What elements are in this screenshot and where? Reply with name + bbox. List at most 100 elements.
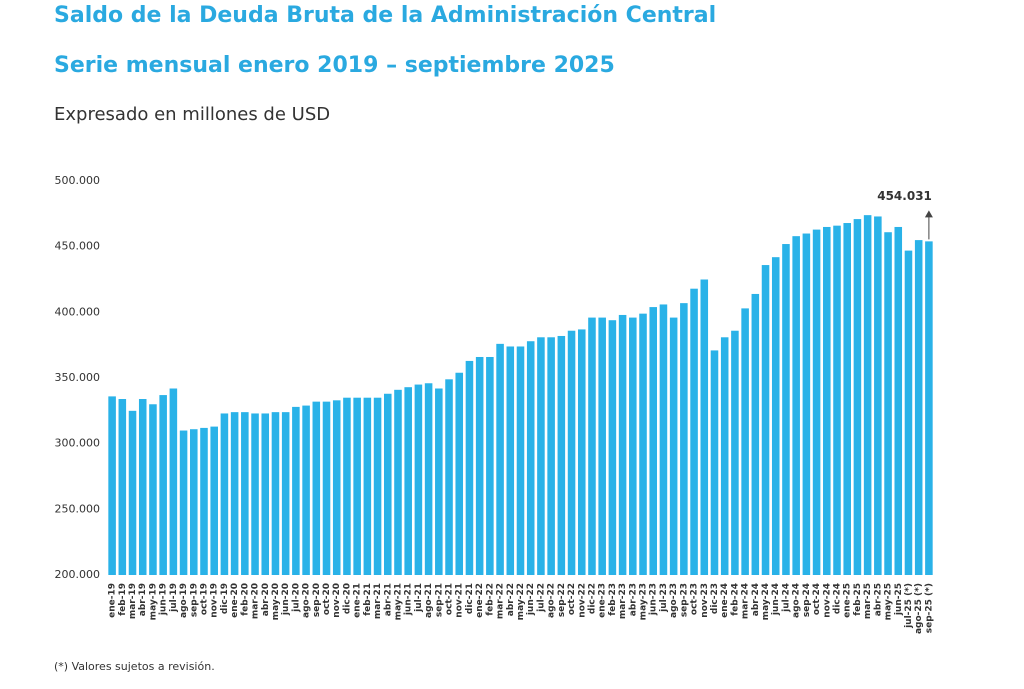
- x-tick-label: mar-19: [128, 583, 138, 619]
- x-tick-label: mar-23: [618, 583, 628, 619]
- x-tick-label: jun-21: [404, 583, 414, 616]
- bar: [853, 219, 862, 575]
- bar: [874, 216, 882, 575]
- x-tick-label: may-23: [639, 583, 649, 620]
- chart-title: Saldo de la Deuda Bruta de la Administra…: [54, 3, 716, 28]
- x-tick-label: jul-19: [169, 583, 179, 613]
- x-tick-label: jul-20: [291, 583, 301, 613]
- bar: [455, 372, 464, 575]
- bar: [302, 405, 310, 575]
- bar: [618, 314, 627, 575]
- x-tick-label: sep-22: [557, 583, 567, 617]
- x-tick-label: ene-19: [108, 583, 118, 618]
- x-tick-label: jun-24: [771, 583, 781, 616]
- x-tick-label: dic-22: [587, 583, 597, 614]
- bar: [475, 356, 484, 575]
- bar: [149, 404, 157, 575]
- x-tick-label: nov-24: [822, 583, 832, 618]
- x-tick-label: jun-25: [894, 583, 904, 616]
- x-tick-label: nov-20: [332, 583, 342, 618]
- arrow-head: [924, 210, 933, 218]
- y-tick-label: 450.000: [55, 240, 101, 253]
- bar: [731, 330, 739, 575]
- x-tick-label: dic-24: [833, 583, 843, 614]
- x-tick-label: ago-22: [547, 583, 557, 618]
- bar: [506, 346, 515, 575]
- x-tick-label: ene-25: [843, 583, 853, 618]
- bar: [424, 383, 433, 575]
- x-tick-label: nov-22: [577, 583, 587, 618]
- bar: [884, 232, 892, 575]
- bar: [782, 244, 790, 576]
- bar: [496, 343, 504, 575]
- chart-subtitle: Serie mensual enero 2019 – septiembre 20…: [54, 53, 615, 78]
- bar: [771, 257, 780, 575]
- bar: [332, 400, 341, 575]
- x-tick-label: jul-23: [659, 583, 669, 613]
- bar: [373, 397, 382, 575]
- bar: [516, 346, 525, 575]
- x-tick-label: ago-21: [424, 583, 434, 618]
- bar: [669, 317, 678, 575]
- bar: [261, 413, 270, 575]
- y-tick-label: 200.000: [55, 568, 101, 581]
- x-tick-label: mar-22: [496, 583, 506, 619]
- x-tick-label: oct-23: [690, 583, 700, 615]
- bar: [761, 265, 770, 575]
- bar: [557, 335, 566, 575]
- unit-label: Expresado en millones de USD: [54, 104, 330, 125]
- y-tick-label: 350.000: [55, 371, 101, 384]
- bar: [230, 412, 239, 575]
- x-tick-label: dic-20: [342, 583, 352, 614]
- x-tick-label: abr-23: [628, 583, 638, 616]
- bar: [914, 240, 923, 575]
- bar: [343, 397, 351, 575]
- bar: [118, 399, 127, 575]
- bar: [925, 241, 933, 575]
- x-tick-label: feb-20: [240, 583, 250, 616]
- bar: [220, 413, 229, 575]
- x-tick-label: feb-19: [118, 583, 128, 616]
- bar: [404, 387, 412, 575]
- y-tick-label: 500.000: [55, 174, 101, 187]
- bar: [445, 379, 453, 575]
- bar: [322, 401, 331, 575]
- bar: [690, 288, 698, 575]
- x-tick-label: abr-19: [138, 583, 148, 616]
- x-tick-label: feb-22: [485, 583, 495, 616]
- bar: [292, 406, 300, 575]
- x-tick-label: may-22: [516, 583, 526, 620]
- x-tick-label: oct-19: [199, 583, 209, 615]
- bar: [251, 413, 259, 575]
- bar: [894, 226, 903, 575]
- x-tick-label: may-24: [761, 583, 771, 620]
- x-tick-label: oct-22: [567, 583, 577, 615]
- bar: [465, 360, 474, 575]
- bar: [802, 233, 811, 576]
- x-tick-label: jun-20: [281, 583, 291, 616]
- bar: [353, 397, 361, 575]
- bar: [486, 356, 494, 575]
- x-tick-label: nov-21: [455, 583, 465, 618]
- x-tick-label: jun-19: [159, 583, 169, 616]
- bar: [179, 430, 188, 575]
- bar: [108, 396, 116, 575]
- bar: [823, 226, 831, 575]
- bar: [537, 337, 545, 575]
- x-tick-label: dic-21: [465, 583, 475, 614]
- x-tick-label: may-20: [271, 583, 281, 620]
- x-tick-label: jun-22: [526, 583, 536, 616]
- bar: [710, 350, 719, 575]
- bar: [312, 401, 321, 575]
- x-tick-label: jul-25 (*): [904, 583, 914, 629]
- value-label: 454.031: [877, 189, 932, 203]
- x-tick-label: feb-23: [608, 583, 618, 616]
- bar: [169, 388, 178, 575]
- bar: [659, 304, 668, 575]
- bar: [241, 412, 249, 575]
- x-tick-label: feb-24: [730, 583, 740, 616]
- bar: [281, 412, 290, 575]
- x-tick-label: ene-20: [230, 583, 240, 618]
- bar: [383, 393, 392, 575]
